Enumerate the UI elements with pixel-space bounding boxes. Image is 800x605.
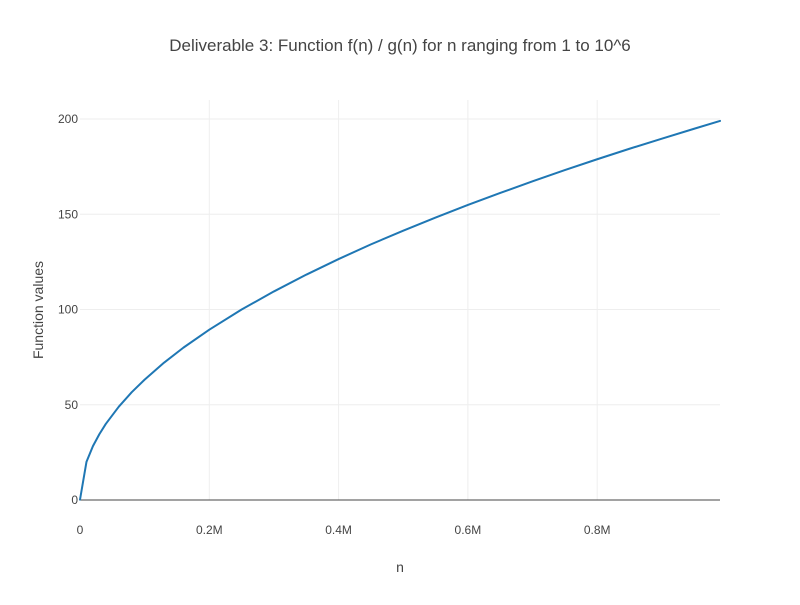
x-tick-label: 0.8M <box>584 523 611 537</box>
chart-title: Deliverable 3: Function f(n) / g(n) for … <box>169 36 631 55</box>
series-line <box>79 119 721 501</box>
y-tick-label: 100 <box>58 303 78 317</box>
y-tick-label: 200 <box>58 112 78 126</box>
y-tick-label: 50 <box>65 398 79 412</box>
y-tick-label: 0 <box>71 493 78 507</box>
tick-layer: 0 0.2M 0.4M 0.6M 0.8M 0 50 100 150 200 <box>58 112 611 537</box>
grid-layer <box>80 100 720 500</box>
y-tick-label: 150 <box>58 207 78 221</box>
x-tick-label: 0.4M <box>325 523 352 537</box>
x-tick-label: 0.6M <box>455 523 482 537</box>
x-tick-label: 0 <box>77 523 84 537</box>
y-axis-title: Function values <box>30 261 46 359</box>
series-layer <box>79 119 721 501</box>
x-tick-label: 0.2M <box>196 523 223 537</box>
x-axis-title: n <box>396 559 404 575</box>
